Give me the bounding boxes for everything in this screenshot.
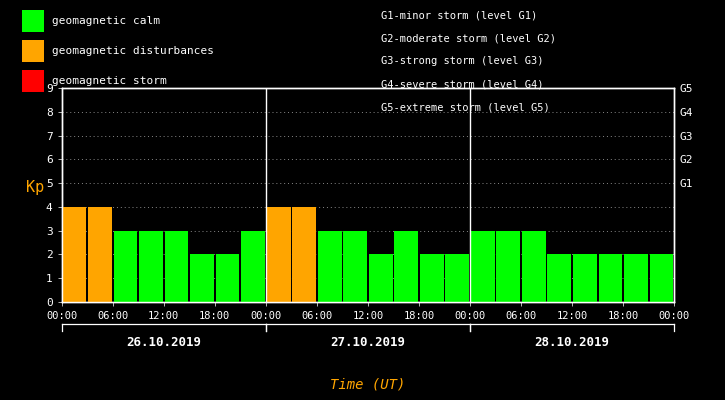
Bar: [573, 254, 597, 302]
Text: geomagnetic disturbances: geomagnetic disturbances: [52, 46, 214, 56]
Bar: [165, 231, 189, 302]
Bar: [522, 231, 546, 302]
Bar: [624, 254, 648, 302]
Bar: [215, 254, 239, 302]
Text: geomagnetic calm: geomagnetic calm: [52, 16, 160, 26]
Text: Time (UT): Time (UT): [331, 378, 405, 392]
Text: G2-moderate storm (level G2): G2-moderate storm (level G2): [381, 33, 555, 43]
Bar: [420, 254, 444, 302]
Bar: [445, 254, 469, 302]
Bar: [241, 231, 265, 302]
Y-axis label: Kp: Kp: [25, 180, 44, 195]
Text: G5-extreme storm (level G5): G5-extreme storm (level G5): [381, 103, 550, 113]
Bar: [114, 231, 137, 302]
Bar: [292, 207, 316, 302]
Text: 27.10.2019: 27.10.2019: [331, 336, 405, 348]
Bar: [599, 254, 622, 302]
Text: 28.10.2019: 28.10.2019: [534, 336, 610, 348]
Bar: [497, 231, 521, 302]
Bar: [471, 231, 494, 302]
Bar: [88, 207, 112, 302]
Bar: [267, 207, 291, 302]
Bar: [650, 254, 674, 302]
Bar: [394, 231, 418, 302]
Text: G3-strong storm (level G3): G3-strong storm (level G3): [381, 56, 543, 66]
Bar: [139, 231, 163, 302]
Text: geomagnetic storm: geomagnetic storm: [52, 76, 167, 86]
Text: 26.10.2019: 26.10.2019: [126, 336, 202, 348]
Bar: [369, 254, 393, 302]
Bar: [62, 207, 86, 302]
Text: G4-severe storm (level G4): G4-severe storm (level G4): [381, 80, 543, 90]
Text: G1-minor storm (level G1): G1-minor storm (level G1): [381, 10, 537, 20]
Bar: [190, 254, 214, 302]
Bar: [547, 254, 571, 302]
Bar: [318, 231, 341, 302]
Bar: [343, 231, 367, 302]
